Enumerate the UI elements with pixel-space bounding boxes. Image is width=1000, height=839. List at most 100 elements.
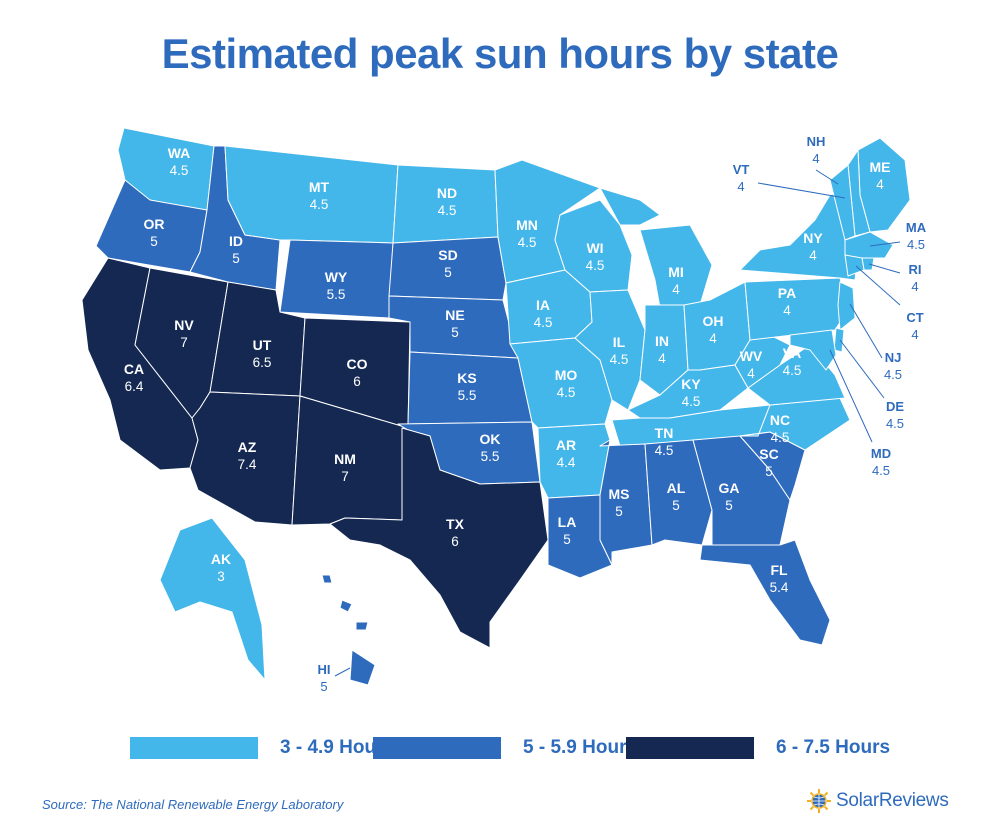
state-label-ri: RI 4 (909, 262, 922, 294)
state-value: 4 (709, 331, 717, 346)
state-value: 7 (341, 469, 349, 484)
state-value: 3 (217, 569, 225, 584)
state-vt (829, 164, 856, 241)
state-abbr: ND (437, 185, 457, 201)
state-abbr: SC (759, 446, 778, 462)
state-label-vt: VT 4 (733, 162, 750, 194)
state-value: 4 (747, 366, 755, 381)
state-abbr: MS (609, 486, 630, 502)
callout-leader-line (855, 265, 901, 306)
state-abbr: NM (334, 451, 356, 467)
state-tx (329, 427, 549, 649)
state-value: 4.5 (518, 235, 537, 250)
state-label-ak: AK 3 (211, 551, 231, 584)
state-abbr: CO (347, 356, 368, 372)
state-value: 4 (658, 351, 666, 366)
state-value: 5 (320, 679, 327, 694)
callout-leader-line (849, 303, 883, 359)
state-value: 5 (765, 464, 773, 479)
state-abbr: NC (770, 412, 790, 428)
state-label-sc: SC 5 (759, 446, 778, 479)
state-abbr: AL (667, 480, 686, 496)
state-label-fl: FL 5.4 (770, 562, 789, 595)
state-label-nh: NH 4 (807, 134, 826, 166)
state-label-nm: NM 7 (334, 451, 356, 484)
state-label-ct: CT 4 (906, 310, 923, 342)
state-abbr: OK (480, 431, 501, 447)
legend-swatch-high (626, 737, 754, 759)
state-value: 6.5 (253, 355, 272, 370)
state-value: 7.4 (238, 457, 257, 472)
state-label-hi: HI 5 (318, 662, 331, 694)
state-abbr: NE (445, 307, 464, 323)
state-label-wi: WI 4.5 (586, 240, 605, 273)
state-value: 4.5 (610, 352, 629, 367)
state-value: 6.4 (125, 379, 144, 394)
legend-swatch-mid (373, 737, 501, 759)
state-value: 4.5 (771, 430, 790, 445)
state-abbr: AK (211, 551, 231, 567)
state-abbr: WV (740, 348, 763, 364)
state-label-nc: NC 4.5 (770, 412, 790, 445)
state-label-sd: SD 5 (438, 247, 457, 280)
state-abbr: RI (909, 262, 922, 277)
state-value: 4 (911, 327, 918, 342)
sun-globe-icon (807, 789, 831, 813)
state-de (833, 327, 845, 353)
legend-label-low: 3 - 4.9 Hours (280, 737, 395, 758)
state-value: 5 (150, 234, 158, 249)
state-abbr: FL (770, 562, 788, 578)
map-title: Estimated peak sun hours by state (161, 30, 839, 77)
brand-name: SolarReviews (836, 790, 949, 811)
state-abbr: MI (668, 264, 684, 280)
state-ct (844, 254, 865, 277)
legend-item-high: 6 - 7.5 Hours (626, 735, 890, 761)
state-value: 4.5 (655, 443, 674, 458)
state-value: 4.5 (884, 367, 902, 382)
callout-leader-line (815, 169, 839, 185)
state-label-ar: AR 4.4 (556, 437, 576, 470)
state-value: 4.5 (310, 197, 329, 212)
state-label-mi: MI 4 (668, 264, 684, 297)
legend-swatch-low (130, 737, 258, 759)
state-fl (699, 539, 831, 646)
state-abbr: KS (457, 370, 476, 386)
state-abbr: VA (783, 345, 801, 361)
callout-leader-line (868, 263, 901, 274)
state-abbr: WA (168, 145, 191, 161)
state-value: 5 (563, 532, 571, 547)
state-abbr: OH (703, 313, 724, 329)
state-abbr: MD (871, 446, 891, 461)
state-value: 4.5 (886, 416, 904, 431)
state-shapes (81, 127, 911, 686)
legend-item-mid: 5 - 5.9 Hours (373, 735, 637, 761)
state-value: 4.5 (682, 394, 701, 409)
state-label-in: IN 4 (655, 333, 669, 366)
callout-leader-line (334, 667, 351, 677)
state-label-id: ID 5 (229, 233, 243, 266)
state-value: 4.5 (872, 463, 890, 478)
legend-item-low: 3 - 4.9 Hours (130, 735, 394, 761)
state-value: 5 (451, 325, 459, 340)
state-abbr: WI (586, 240, 603, 256)
state-value: 5 (672, 498, 680, 513)
state-abbr: TN (655, 425, 674, 441)
state-nj (837, 281, 856, 331)
state-abbr: SD (438, 247, 457, 263)
state-abbr: LA (558, 514, 577, 530)
brand-logo[interactable]: SolarReviews (806, 788, 949, 814)
state-value: 4.5 (586, 258, 605, 273)
state-abbr: CT (906, 310, 923, 325)
state-label-mt: MT 4.5 (309, 179, 330, 212)
state-value: 5.5 (458, 388, 477, 403)
state-abbr: TX (446, 516, 465, 532)
state-ak (159, 517, 266, 681)
state-label-ca: CA 6.4 (124, 361, 144, 394)
state-label-az: AZ 7.4 (238, 439, 257, 472)
state-abbr: NV (174, 317, 194, 333)
callout-leader-line (829, 349, 873, 443)
state-value: 5 (232, 251, 240, 266)
state-abbr: MT (309, 179, 330, 195)
state-label-ut: UT 6.5 (253, 337, 272, 370)
state-abbr: ID (229, 233, 243, 249)
